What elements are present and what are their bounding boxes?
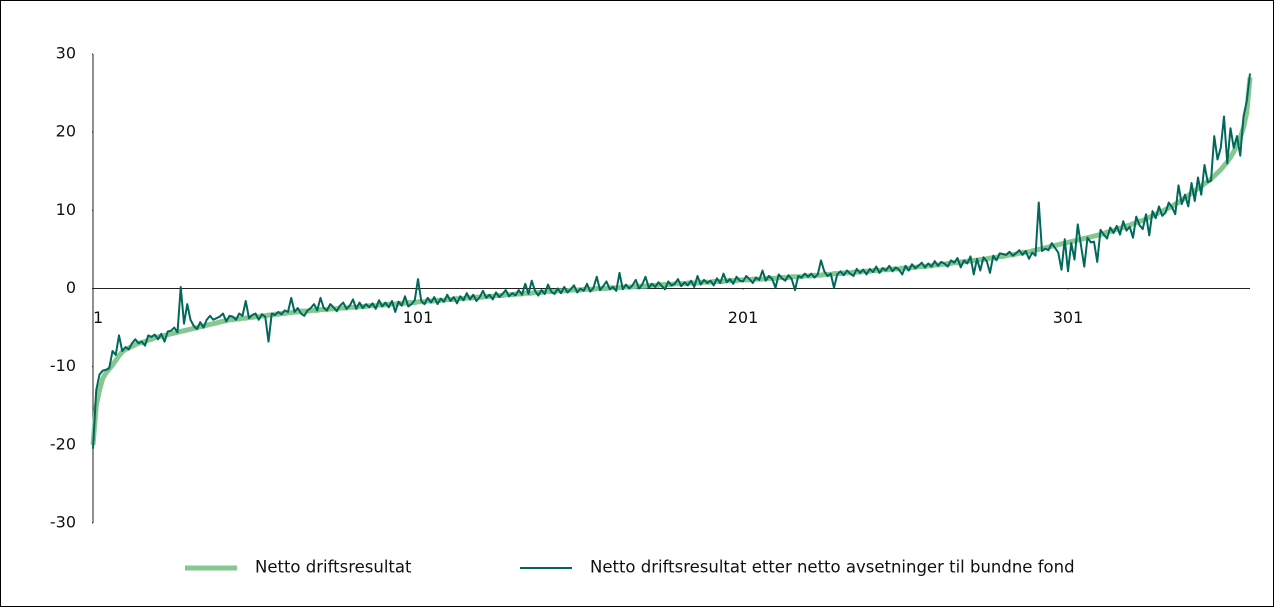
legend-label: Netto driftsresultat <box>255 558 412 577</box>
y-tick-label: 0 <box>66 278 76 297</box>
y-tick-label: -30 <box>50 513 76 532</box>
x-tick-label: 101 <box>403 308 434 327</box>
series-line <box>92 73 1251 449</box>
y-tick-label: 20 <box>56 122 76 141</box>
y-tick-label: 30 <box>56 44 76 63</box>
legend-label: Netto driftsresultat etter netto avsetni… <box>590 558 1075 577</box>
x-tick-label: 1 <box>93 308 103 327</box>
y-tick-label: -20 <box>50 434 76 453</box>
x-tick-label: 201 <box>728 308 759 327</box>
y-tick-label: -10 <box>50 356 76 375</box>
x-tick-label: 301 <box>1053 308 1084 327</box>
y-tick-label: 10 <box>56 200 76 219</box>
